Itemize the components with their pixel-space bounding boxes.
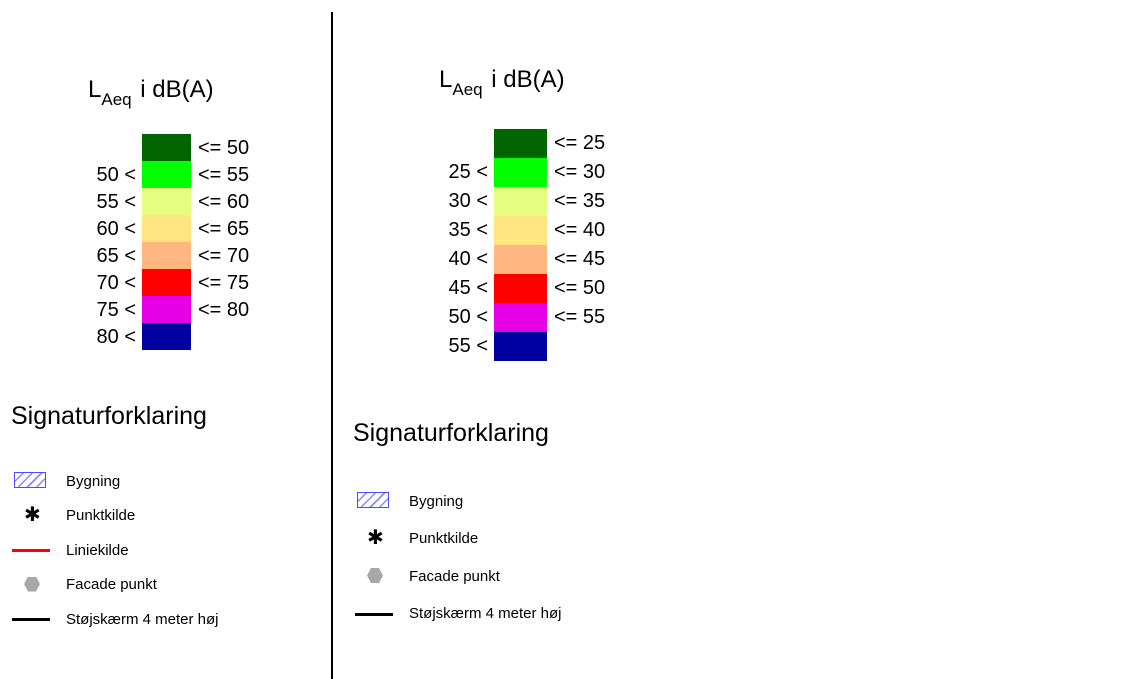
legend-item: ✱ Punktkilde	[12, 504, 135, 528]
legend-item: Facade punkt	[355, 564, 500, 588]
legend-label: Liniekilde	[66, 541, 129, 559]
scale-band	[142, 215, 191, 242]
scale-lower-label: 55 <	[96, 191, 136, 213]
scale-upper-label: <= 80	[198, 299, 250, 321]
scale-band	[142, 161, 191, 188]
asterisk-icon: ✱	[367, 526, 384, 549]
scale-upper-label: <= 30	[554, 161, 606, 183]
scale-lower-label: 50 <	[448, 306, 488, 328]
scale-upper-label: <= 25	[554, 132, 606, 154]
scale-band	[494, 303, 547, 332]
scale-band	[142, 188, 191, 215]
scale-upper-label: <= 45	[554, 248, 606, 270]
scale-upper-label: <= 70	[198, 245, 250, 267]
scale-lower-label: 45 <	[448, 277, 488, 299]
scale-upper-label: <= 55	[198, 164, 250, 186]
scale-band	[142, 269, 191, 296]
legend-item: Facade punkt	[12, 573, 157, 597]
scale-lower-label: 55 <	[448, 335, 488, 357]
scale-band	[494, 129, 547, 158]
legend-item: Støjskærm 4 meter høj	[355, 602, 562, 626]
scale-band	[142, 323, 191, 350]
scale-lower-label: 75 <	[96, 299, 136, 321]
legend-title: Signaturforklaring	[353, 419, 549, 447]
scale-band	[142, 296, 191, 323]
scale-band	[494, 274, 547, 303]
scale-band	[494, 216, 547, 245]
red-line-icon	[12, 538, 62, 562]
scale-lower-label: 30 <	[448, 190, 488, 212]
gray-hexagon-icon	[355, 564, 405, 588]
scale-band	[494, 245, 547, 274]
legend-label: Facade punkt	[409, 567, 500, 585]
building-hatch-icon	[12, 469, 62, 493]
scale-upper-label: <= 75	[198, 272, 250, 294]
panel-divider	[331, 12, 333, 679]
scale-title: LAeq i dB(A)	[439, 66, 565, 99]
scale-upper-label: <= 50	[554, 277, 606, 299]
scale-upper-label: <= 60	[198, 191, 250, 213]
black-line-icon	[355, 602, 405, 626]
scale-lower-label: 60 <	[96, 218, 136, 240]
legend-item: ✱ Punktkilde	[355, 527, 478, 551]
legend-title: Signaturforklaring	[11, 402, 207, 430]
scale-upper-label: <= 35	[554, 190, 606, 212]
scale-lower-label: 40 <	[448, 248, 488, 270]
scale-band	[494, 332, 547, 361]
black-line-icon	[12, 607, 62, 631]
legend-label: Punktkilde	[66, 507, 136, 524]
scale-upper-label: <= 50	[198, 137, 250, 159]
legend-item: Liniekilde	[12, 538, 129, 562]
scale-upper-label: <= 55	[554, 306, 606, 328]
scale-lower-label: 25 <	[448, 161, 488, 183]
scale-lower-label: 35 <	[448, 219, 488, 241]
legend-item: Støjskærm 4 meter høj	[12, 607, 219, 631]
scale-band	[142, 242, 191, 269]
legend-item: Bygning	[12, 469, 120, 493]
scale-upper-label: <= 65	[198, 218, 250, 240]
legend-item: Bygning	[355, 489, 463, 513]
building-hatch-icon	[355, 489, 405, 513]
scale-band	[142, 134, 191, 161]
scale-band	[494, 158, 547, 187]
scale-upper-label: <= 40	[554, 219, 606, 241]
legend-label: Bygning	[66, 472, 121, 490]
scale-lower-label: 70 <	[96, 272, 136, 294]
legend-label: Støjskærm 4 meter høj	[66, 610, 219, 628]
scale-lower-label: 80 <	[96, 326, 136, 348]
legend-label: Støjskærm 4 meter høj	[409, 605, 562, 622]
scale-lower-label: 50 <	[96, 164, 136, 186]
legend-label: Bygning	[409, 492, 464, 510]
legend-label: Punktkilde	[409, 530, 479, 547]
gray-hexagon-icon	[12, 573, 62, 597]
legend-label: Facade punkt	[66, 576, 157, 593]
scale-band	[494, 187, 547, 216]
scale-lower-label: 65 <	[96, 245, 136, 267]
asterisk-icon: ✱	[24, 503, 41, 526]
scale-title: LAeq i dB(A)	[88, 76, 214, 109]
